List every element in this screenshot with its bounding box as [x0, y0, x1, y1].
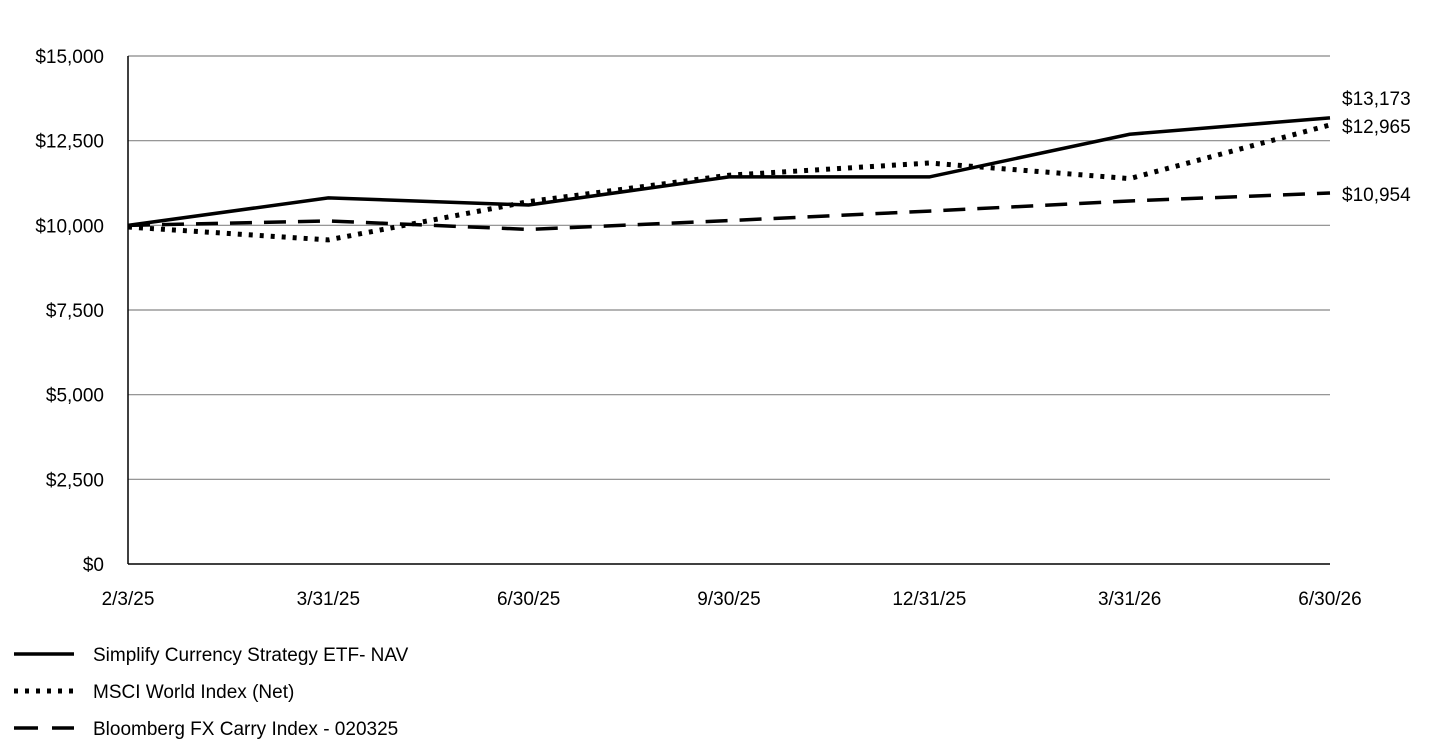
- end-value-label: $10,954: [1342, 185, 1411, 206]
- series-line-1: [127, 116, 1331, 228]
- y-tick-label: $10,000: [35, 216, 104, 237]
- grid-lines: [128, 55, 1330, 480]
- x-tick-label: 9/30/25: [697, 589, 760, 610]
- legend-entry-label: Simplify Currency Strategy ETF- NAV: [93, 645, 409, 666]
- x-tick-label: 6/30/26: [1298, 589, 1361, 610]
- y-tick-label: $2,500: [46, 470, 104, 491]
- x-tick-label: 2/3/25: [102, 589, 155, 610]
- y-tick-label: $0: [83, 555, 104, 576]
- legend-entry-label: Bloomberg FX Carry Index - 020325: [93, 719, 398, 740]
- legend: Simplify Currency Strategy ETF- NAV MSCI …: [14, 645, 409, 740]
- end-value-label: $13,173: [1342, 89, 1411, 110]
- series-line-3: [127, 191, 1331, 232]
- y-tick-label: $5,000: [46, 386, 104, 407]
- x-tick-label: 6/30/25: [497, 589, 560, 610]
- x-tick-label: 3/31/25: [297, 589, 360, 610]
- x-tick-label: 3/31/26: [1098, 589, 1161, 610]
- y-tick-label: $15,000: [35, 47, 104, 68]
- axes: [127, 56, 1330, 565]
- y-tick-label: $12,500: [35, 132, 104, 153]
- y-tick-label: $7,500: [46, 301, 104, 322]
- end-value-labels: $13,173 $12,965 $10,954: [1342, 89, 1411, 206]
- series-lines: [127, 116, 1331, 243]
- end-value-label: $12,965: [1342, 117, 1411, 138]
- legend-entry-label: MSCI World Index (Net): [93, 682, 294, 703]
- series-line-2: [127, 122, 1331, 243]
- y-tick-labels: $0 $2,500 $5,000 $7,500 $10,000 $12,500 $15,00…: [35, 47, 104, 576]
- x-tick-labels: 2/3/25 3/31/25 6/30/25 9/30/25 12/31/25 3/31/…: [102, 589, 1362, 610]
- x-tick-label: 12/31/25: [892, 589, 966, 610]
